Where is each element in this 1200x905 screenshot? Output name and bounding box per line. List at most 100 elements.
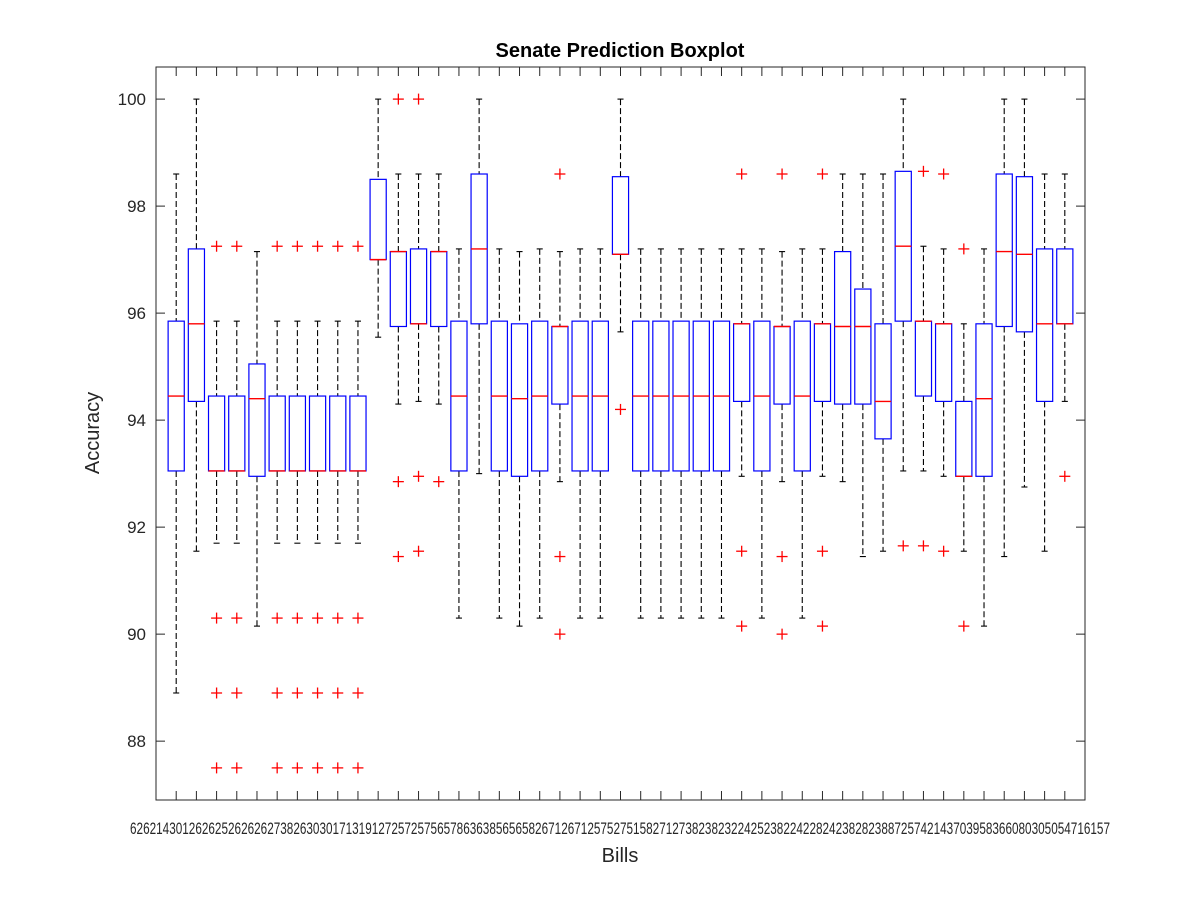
outlier-marker [352, 240, 364, 252]
box-28 [712, 248, 731, 619]
y-tick-label: 90 [127, 625, 146, 644]
outlier-marker [433, 476, 445, 488]
box-15 [450, 248, 468, 619]
box-36 [874, 173, 892, 552]
outlier-marker [291, 762, 303, 774]
box-26 [672, 248, 690, 619]
outlier-marker [211, 612, 223, 624]
outlier-marker [615, 403, 626, 415]
box-22 [591, 248, 609, 619]
box-38 [914, 165, 933, 552]
box-6 [268, 240, 286, 774]
outlier-marker [332, 240, 344, 252]
outlier-marker [291, 612, 303, 624]
outlier-marker [211, 687, 223, 699]
outlier-marker [554, 168, 566, 180]
box-16 [470, 98, 488, 475]
iqr-box [854, 288, 872, 405]
outlier-marker [271, 240, 283, 252]
outlier-marker [958, 620, 970, 632]
box-19 [531, 248, 549, 619]
iqr-box [187, 248, 206, 402]
outlier-marker [231, 687, 243, 699]
iqr-box [1035, 248, 1054, 402]
outlier-marker [231, 612, 243, 624]
outlier-marker [271, 612, 283, 624]
outlier-marker [392, 93, 404, 105]
outlier-marker [938, 545, 950, 557]
box-39 [934, 168, 953, 557]
box-24 [632, 248, 650, 619]
outlier-marker [897, 540, 909, 552]
box-12 [389, 93, 408, 563]
y-axis-ticks: 88 90 92 94 96 98 100 [118, 90, 1085, 751]
box-25 [652, 248, 670, 619]
box-40 [955, 243, 973, 632]
outlier-marker [736, 545, 748, 557]
box-9 [329, 240, 347, 774]
box-35 [854, 173, 872, 558]
outlier-marker [413, 545, 425, 557]
box-10 [349, 240, 367, 774]
box-23 [611, 98, 630, 415]
outlier-marker [211, 240, 223, 252]
outlier-marker [736, 168, 748, 180]
outlier-marker [312, 240, 324, 252]
outlier-marker [1059, 470, 1071, 482]
box-45 [1056, 173, 1074, 482]
box-8 [308, 240, 327, 774]
outlier-marker [776, 551, 788, 563]
y-tick-label: 100 [118, 90, 146, 109]
box-5 [248, 251, 266, 627]
outlier-marker [352, 687, 364, 699]
outlier-marker [958, 243, 970, 255]
y-tick-label: 88 [127, 732, 146, 751]
outlier-marker [392, 551, 404, 563]
box-43 [1015, 98, 1034, 488]
outlier-marker [917, 165, 929, 177]
axes-frame [155, 66, 1086, 801]
box-2 [187, 98, 206, 552]
outlier-marker [776, 628, 788, 640]
box-42 [995, 98, 1013, 558]
outlier-marker [413, 93, 425, 105]
iqr-box [248, 363, 266, 477]
outlier-marker [554, 551, 566, 563]
outlier-marker [776, 168, 788, 180]
iqr-box [995, 173, 1013, 328]
outlier-marker [271, 762, 283, 774]
box-3 [207, 240, 226, 774]
iqr-box [510, 323, 529, 477]
outlier-marker [291, 687, 303, 699]
outlier-marker [554, 628, 566, 640]
outlier-marker [271, 687, 283, 699]
y-tick-label: 92 [127, 518, 146, 537]
y-tick-label: 96 [127, 304, 146, 323]
box-29 [732, 168, 751, 632]
outlier-marker [938, 168, 950, 180]
outlier-marker [392, 476, 404, 488]
box-7 [288, 240, 307, 774]
outlier-marker [312, 762, 324, 774]
box-20 [551, 168, 569, 640]
outlier-marker [231, 762, 243, 774]
outlier-marker [332, 687, 344, 699]
chart-title: Senate Prediction Boxplot [496, 40, 745, 62]
outlier-marker [231, 240, 243, 252]
plot-area [156, 67, 1085, 800]
outlier-marker [211, 762, 223, 774]
box-34 [833, 173, 852, 483]
x-tick-labels: 6262143012626252626262738263030171319127… [130, 819, 1110, 838]
box-18 [510, 251, 529, 627]
box-1 [167, 173, 185, 694]
outlier-marker [332, 612, 344, 624]
box-37 [894, 98, 912, 552]
outlier-marker [816, 620, 828, 632]
outlier-marker [312, 612, 324, 624]
outlier-marker [332, 762, 344, 774]
box-27 [692, 248, 710, 619]
outlier-marker [352, 762, 364, 774]
outlier-marker [352, 612, 364, 624]
x-axis-ticks [175, 67, 1066, 800]
